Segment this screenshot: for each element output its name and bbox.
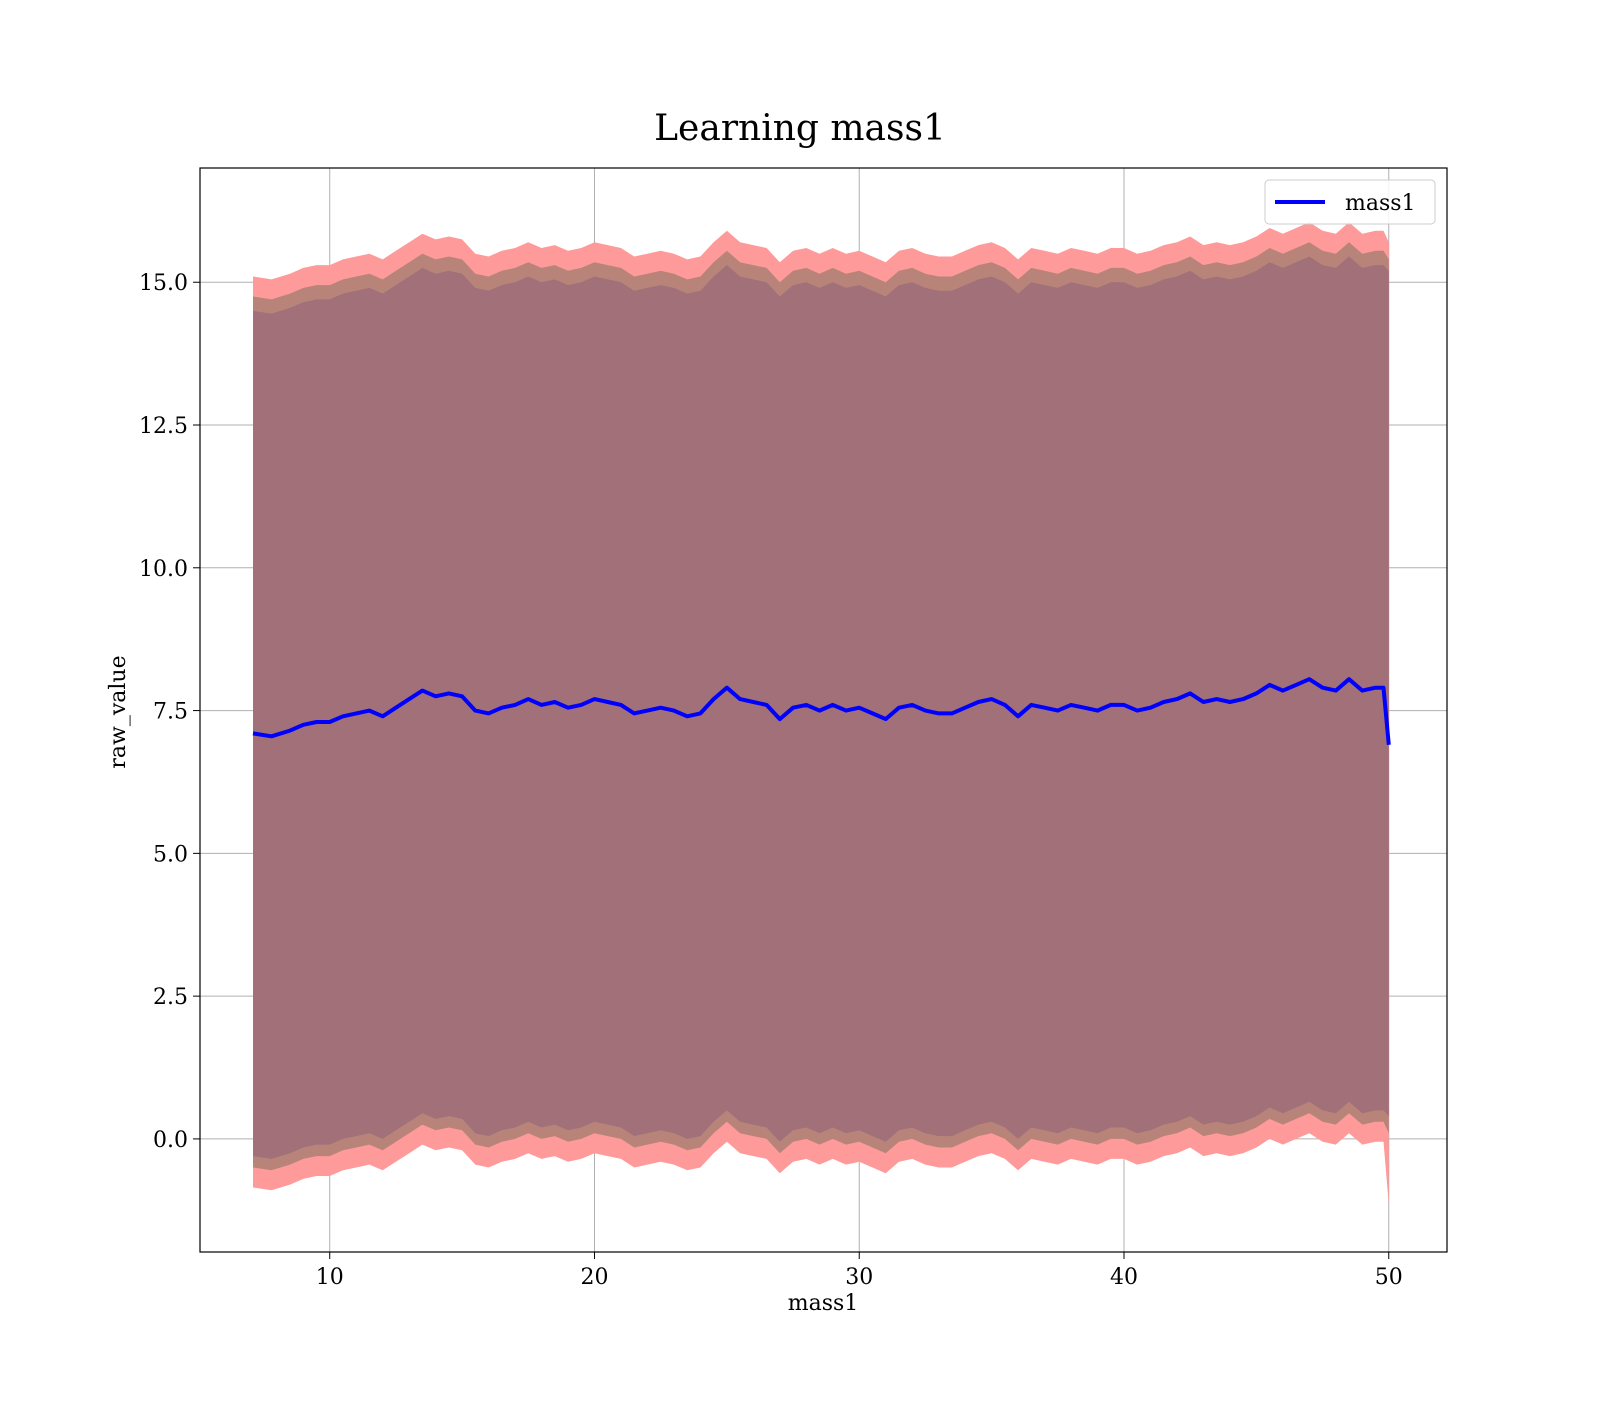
x-tick-label: 30 [845, 1265, 873, 1290]
plot-frame [199, 167, 1448, 1253]
x-ticks: 10 20 30 40 50 [316, 1252, 1403, 1290]
x-tick-label: 10 [316, 1265, 344, 1290]
band-layer [253, 222, 1389, 1205]
y-tick-label: 10.0 [139, 557, 188, 582]
line-layer [252, 677, 1391, 745]
y-tick-label: 2.5 [153, 985, 188, 1010]
x-tick-label: 20 [580, 1265, 608, 1290]
legend: mass1 [1264, 179, 1436, 225]
y-tick-label: 12.5 [139, 414, 188, 439]
y-tick-label: 15.0 [139, 271, 188, 296]
y-ticks: 0.0 2.5 5.0 7.5 10.0 12.5 15.0 [139, 271, 200, 1153]
y-axis-label: raw_value [106, 655, 131, 768]
x-tick-label: 50 [1375, 1265, 1403, 1290]
inner-band [253, 256, 1389, 1159]
y-tick-label: 7.5 [153, 700, 188, 725]
y-tick-label: 0.0 [153, 1128, 188, 1153]
x-axis-label: mass1 [788, 1291, 859, 1316]
legend-label: mass1 [1345, 191, 1416, 216]
mass1-mean-line [252, 677, 1391, 745]
legend-box [1264, 179, 1436, 225]
x-tick-label: 40 [1110, 1265, 1138, 1290]
y-tick-label: 5.0 [153, 842, 188, 867]
chart-title: Learning mass1 [654, 108, 946, 149]
